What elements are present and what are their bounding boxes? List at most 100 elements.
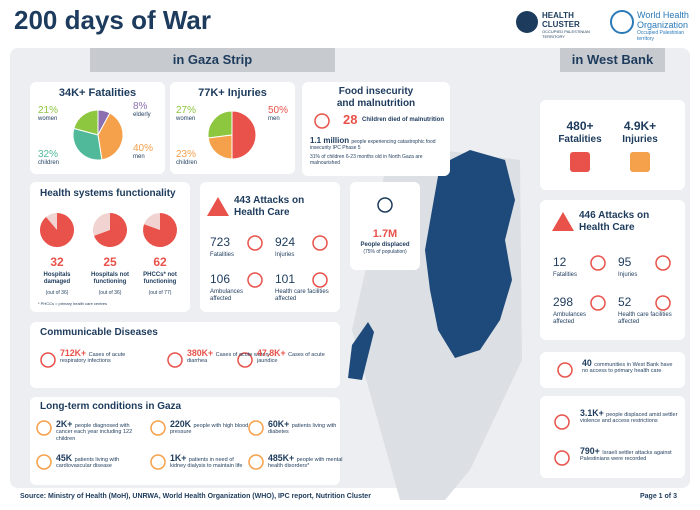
share-label: 8% xyxy=(133,101,148,112)
stat-text: people with high blood pressure xyxy=(170,423,249,436)
stat-sub: (75% of population) xyxy=(363,249,407,255)
stat-text: people with mental health disorders* xyxy=(268,457,343,470)
pie-rest xyxy=(46,213,57,230)
bullet: 31% of children 6-23 months old in North… xyxy=(310,154,423,166)
card-title: 443 Attacks on Health Care xyxy=(234,195,305,218)
logo-text: CLUSTER xyxy=(542,20,580,29)
stat-number: 40 xyxy=(582,358,595,368)
icon xyxy=(237,352,253,368)
stat: 380K+ Cases of acute watery diarrhea xyxy=(187,348,272,365)
stat-number: 12 xyxy=(553,255,567,269)
stat-text: Children died of malnutrition xyxy=(362,117,444,123)
map-west-bank xyxy=(425,150,515,358)
stat-label: Injuries xyxy=(622,134,658,145)
icon xyxy=(150,454,166,470)
stat-number: 480+ xyxy=(566,119,594,133)
stat-number: 25 xyxy=(103,255,117,269)
stat-text: people displaced amid settler violence a… xyxy=(580,412,678,425)
pie-slice xyxy=(72,127,103,161)
icon xyxy=(248,454,264,470)
icon xyxy=(655,255,671,271)
stat: 40 communities in West Bank have no acce… xyxy=(582,358,680,375)
icon xyxy=(36,420,52,436)
icon xyxy=(150,420,166,436)
stat-number: 101 xyxy=(275,272,296,286)
card xyxy=(540,352,685,388)
section-heading: in Gaza Strip xyxy=(172,52,253,67)
section-heading: in West Bank xyxy=(571,52,654,67)
tab xyxy=(90,48,335,72)
stat-number: 4.9K+ xyxy=(623,119,657,133)
stat-number: 28 xyxy=(343,112,358,127)
icon xyxy=(554,450,570,466)
stat-text: patients in need of kidney dialysis to m… xyxy=(170,457,243,470)
stat-total: (out of 36) xyxy=(98,290,122,296)
pie-slice xyxy=(39,213,74,247)
icon xyxy=(247,272,263,288)
pie-slice xyxy=(94,213,127,247)
stat-label: Hospitals damaged xyxy=(43,272,71,285)
logo-text: World Health xyxy=(637,10,689,20)
logo-text: Occupied Palestinian territory xyxy=(637,30,684,42)
stat: 790+ Israeli settler attacks against Pal… xyxy=(580,446,680,463)
stat-number: 298 xyxy=(553,295,574,309)
map-gaza xyxy=(348,322,374,380)
title: 200 days of War xyxy=(14,5,212,35)
card-title: Food insecurity xyxy=(338,86,414,97)
logo xyxy=(516,11,538,33)
bullet: 1.1 million people experiencing catastro… xyxy=(310,136,445,152)
warning-icon xyxy=(207,197,229,216)
stat: 1K+ patients in need of kidney dialysis … xyxy=(170,453,250,470)
stat-number: 712K+ xyxy=(60,348,89,358)
stat-text: people experiencing catastrophic food in… xyxy=(310,139,436,151)
stat: 712K+ Cases of acute respiratory infecti… xyxy=(60,348,145,365)
icon xyxy=(248,420,264,436)
card-title: 446 Attacks on Health Care xyxy=(579,210,650,233)
card-title: Long-term conditions in Gaza xyxy=(40,401,182,412)
stat-number: 47.8K+ xyxy=(257,348,289,358)
share-label: 32% xyxy=(38,149,59,160)
stat: 45K patients living with cardiovascular … xyxy=(56,453,136,470)
share-group: women xyxy=(38,116,58,122)
stat-number: 790+ xyxy=(580,446,603,456)
card xyxy=(30,182,190,312)
pie-slice xyxy=(207,110,233,139)
stat-label: People displaced xyxy=(360,242,410,248)
pie-slice xyxy=(97,112,124,161)
logo-text: HEALTH xyxy=(542,11,574,20)
stat-label: Ambulances affected xyxy=(553,312,587,325)
card-title: Communicable Diseases xyxy=(40,327,158,338)
icon xyxy=(247,235,263,251)
icon xyxy=(570,152,590,172)
stat-label: Health care facilities affected xyxy=(275,289,329,302)
stat-label: Fatalities xyxy=(210,252,235,258)
stat-number: 723 xyxy=(210,235,231,249)
stat-text: Israeli settler attacks against Palestin… xyxy=(580,450,672,463)
stat-number: 2K+ xyxy=(56,419,75,429)
warning-icon xyxy=(552,212,574,231)
icon xyxy=(40,352,56,368)
icon xyxy=(167,352,183,368)
icon xyxy=(312,235,328,251)
stat-text: Cases of acute watery diarrhea xyxy=(187,352,271,365)
stat-text: patients living with diabetes xyxy=(268,423,337,436)
card xyxy=(302,82,450,176)
stat-label: PHCCs* not functioning xyxy=(143,272,177,285)
card xyxy=(540,396,685,478)
page-number: Page 1 of 3 xyxy=(640,493,677,500)
stat-total: (out of 77) xyxy=(148,290,172,296)
stat-total: (out of 36) xyxy=(45,290,69,296)
logo-text: OCCUPIED PALESTINIAN TERRITORY xyxy=(542,29,590,39)
share-group: children xyxy=(176,160,198,166)
stat-number: 1.7M xyxy=(372,228,398,240)
card-title: 34K+ Fatalities xyxy=(58,87,137,99)
stat-label: Health care facilities affected xyxy=(618,312,672,325)
pie-rest xyxy=(93,213,110,236)
stat-number: 380K+ xyxy=(187,348,216,358)
pie-rest xyxy=(144,213,160,230)
icon xyxy=(314,113,330,129)
tab xyxy=(560,48,665,72)
icon xyxy=(655,295,671,311)
